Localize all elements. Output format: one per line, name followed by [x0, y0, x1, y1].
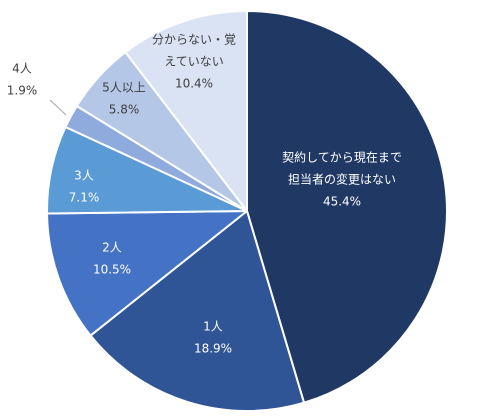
slice-value-label: 7.1% — [69, 191, 100, 205]
slice-value-label: 5.8% — [109, 103, 140, 117]
slice-label: 1人 18.9% — [194, 320, 232, 356]
pie-slice — [46, 210, 248, 337]
slice-value-label: 10.4% — [175, 77, 213, 91]
pie-slice — [124, 10, 248, 212]
slice-label: 2人 10.5% — [93, 241, 131, 277]
slice-category-label: 4人 — [12, 62, 32, 76]
slice-category-label: 2人 — [102, 241, 122, 255]
leader-line — [49, 99, 67, 116]
pie-slice — [89, 210, 305, 412]
slice-label: 3人 7.1% — [69, 169, 100, 205]
slice-category-label: えていない — [164, 55, 223, 69]
slice-label: 4人 1.9% — [7, 62, 38, 98]
slice-category-label: 担当者の変更はない — [288, 172, 396, 187]
slice-category-label: 契約してから現在まで — [282, 150, 402, 165]
pie-slices — [46, 10, 448, 412]
slice-value-label: 45.4% — [323, 195, 361, 209]
slice-value-label: 18.9% — [194, 342, 232, 356]
slice-category-label: 1人 — [203, 320, 223, 334]
pie-slice — [246, 10, 448, 404]
slice-label: 5人以上 5.8% — [102, 81, 146, 117]
slice-category-label: 5人以上 — [102, 81, 146, 95]
slice-value-label: 10.5% — [93, 263, 131, 277]
slice-category-label: 3人 — [74, 169, 94, 183]
slice-category-label: 分からない・覚 — [152, 33, 236, 47]
slice-value-label: 1.9% — [7, 84, 38, 98]
